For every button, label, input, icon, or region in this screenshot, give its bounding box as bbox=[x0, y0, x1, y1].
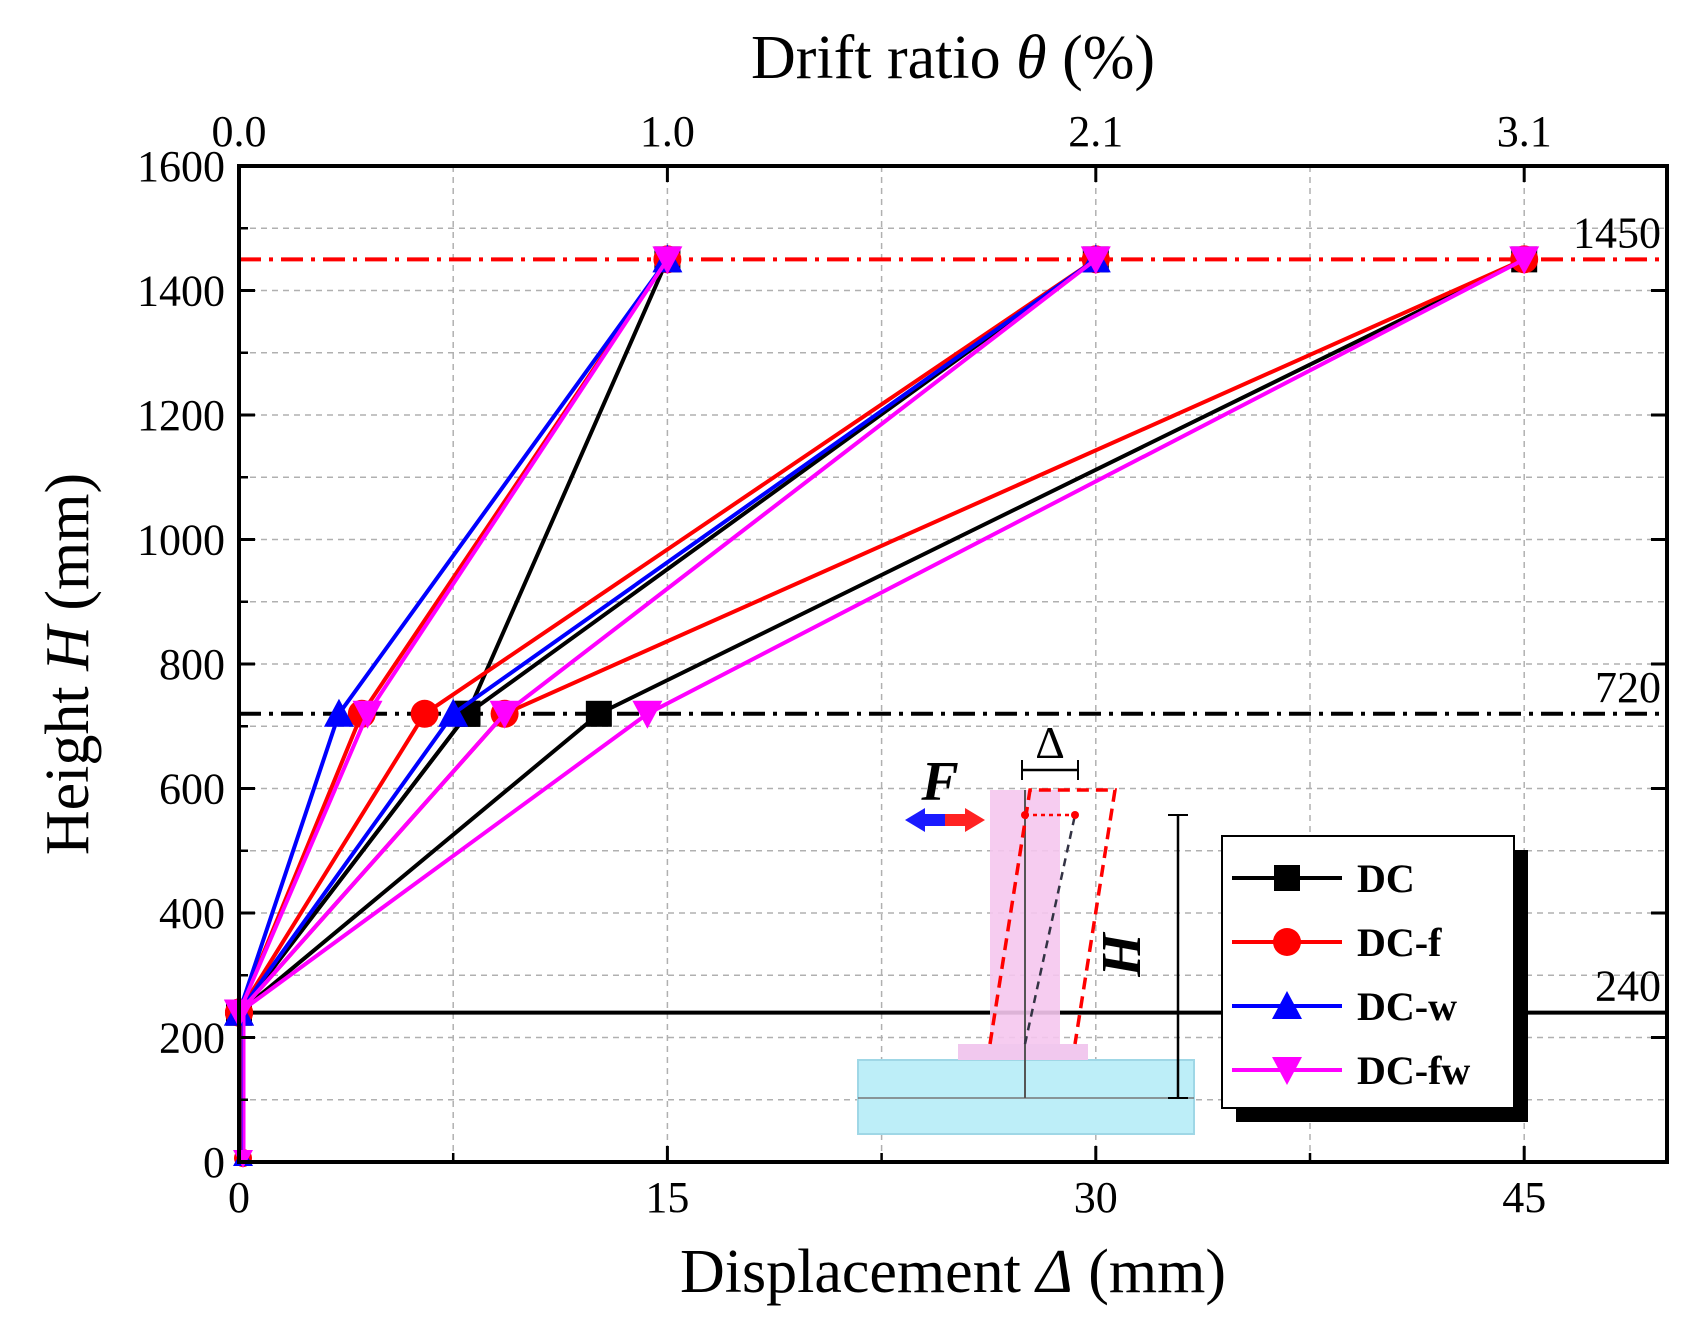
x-tick-label: 30 bbox=[1074, 1173, 1118, 1222]
specimen-inset: F Δ H bbox=[857, 717, 1195, 1135]
top-tick-label: 1.0 bbox=[640, 107, 695, 156]
series-line-DC-fw-2 bbox=[237, 257, 1098, 1014]
y-tick-label: 800 bbox=[159, 640, 225, 689]
y-tick-label: 0 bbox=[203, 1138, 225, 1187]
data-point bbox=[585, 700, 612, 727]
reference-label-240: 240 bbox=[1595, 962, 1661, 1011]
series-DC-fw bbox=[224, 246, 1540, 1168]
data-point bbox=[352, 700, 383, 729]
y-tick-label: 200 bbox=[159, 1014, 225, 1063]
series-line-DC-f-2 bbox=[237, 257, 1097, 1014]
legend-marker-DC-fw bbox=[1272, 1057, 1302, 1085]
x-axis-title: Displacement Δ (mm) bbox=[680, 1238, 1226, 1306]
reference-label-720: 720 bbox=[1595, 663, 1661, 712]
legend-label-DC: DC bbox=[1357, 856, 1415, 901]
inset-force-arrow-right bbox=[945, 808, 985, 832]
y-tick-label: 600 bbox=[159, 765, 225, 814]
data-point bbox=[632, 700, 663, 729]
y-axis-title: Height H (mm) bbox=[34, 473, 102, 855]
series-line-DC-2 bbox=[237, 257, 1097, 1014]
inset-delta-label: Δ bbox=[1035, 717, 1065, 768]
legend-label-DC-f: DC-f bbox=[1357, 920, 1442, 965]
legend-label-DC-w: DC-w bbox=[1357, 984, 1457, 1029]
data-point bbox=[410, 699, 439, 728]
top-tick-label: 0.0 bbox=[212, 107, 267, 156]
top-axis-title: Drift ratio θ (%) bbox=[751, 24, 1155, 92]
inset-force-label: F bbox=[920, 751, 958, 813]
reference-lines: 1450 720 240 bbox=[239, 208, 1667, 1015]
reference-label-1450: 1450 bbox=[1573, 208, 1661, 257]
top-tick-label: 3.1 bbox=[1497, 107, 1552, 156]
y-tick-label: 1200 bbox=[137, 391, 225, 440]
inset-height-label: H bbox=[1091, 932, 1153, 978]
data-point bbox=[489, 700, 520, 729]
data-point bbox=[652, 246, 683, 275]
inset-load-point-displaced bbox=[1071, 811, 1079, 819]
data-point bbox=[323, 698, 354, 727]
legend-marker-DC-w bbox=[1272, 991, 1302, 1019]
series-layer bbox=[224, 244, 1540, 1168]
x-tick-label: 0 bbox=[228, 1173, 250, 1222]
legend-marker-DC-f bbox=[1273, 928, 1301, 956]
legend-box bbox=[1221, 835, 1515, 1109]
inset-load-point bbox=[1021, 811, 1029, 819]
inset-plinth bbox=[958, 1044, 1088, 1060]
data-point bbox=[1509, 246, 1540, 275]
x-tick-label: 15 bbox=[645, 1173, 689, 1222]
inset-force-arrow-left bbox=[905, 808, 945, 832]
legend: DC DC-f DC-w DC-fw bbox=[1221, 835, 1528, 1122]
legend-label-DC-fw: DC-fw bbox=[1357, 1048, 1470, 1093]
top-tick-label: 2.1 bbox=[1068, 107, 1123, 156]
inset-deformed-axis bbox=[1023, 814, 1077, 1045]
y-tick-label: 1400 bbox=[137, 267, 225, 316]
y-tick-label: 1000 bbox=[137, 516, 225, 565]
data-point bbox=[438, 698, 469, 727]
y-tick-label: 400 bbox=[159, 889, 225, 938]
y-tick-label: 1600 bbox=[137, 142, 225, 191]
x-tick-label: 45 bbox=[1502, 1173, 1546, 1222]
legend-marker-DC bbox=[1274, 865, 1300, 891]
data-point bbox=[1080, 246, 1111, 275]
series-line-DC-w-2 bbox=[237, 257, 1097, 1014]
